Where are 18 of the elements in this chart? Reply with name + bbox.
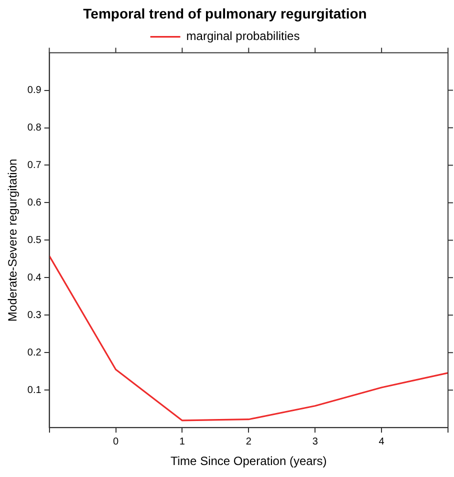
y-tick-label: 0.2 bbox=[27, 347, 42, 358]
x-tick-label: 0 bbox=[112, 436, 119, 448]
y-axis-title: Moderate-Severe regurgitation bbox=[6, 158, 20, 322]
y-tick-label: 0.7 bbox=[27, 160, 42, 171]
y-tick-label: 0.5 bbox=[27, 234, 42, 246]
y-tick-label: 0.8 bbox=[27, 122, 42, 134]
x-tick-label: 4 bbox=[378, 436, 385, 448]
y-tick-label: 0.1 bbox=[27, 384, 42, 396]
chart-title: Temporal trend of pulmonary regurgitation bbox=[83, 5, 367, 22]
y-tick-label: 0.6 bbox=[27, 197, 42, 208]
y-tick-label: 0.9 bbox=[27, 85, 42, 96]
x-tick-label: 3 bbox=[312, 436, 318, 448]
y-tick-label: 0.4 bbox=[27, 272, 42, 284]
y-tick-label: 0.3 bbox=[27, 310, 42, 321]
legend-label: marginal probabilities bbox=[186, 29, 300, 44]
x-tick-label: 1 bbox=[179, 436, 186, 448]
x-axis-title: Time Since Operation (years) bbox=[170, 454, 327, 468]
x-tick-label: 2 bbox=[246, 436, 252, 448]
